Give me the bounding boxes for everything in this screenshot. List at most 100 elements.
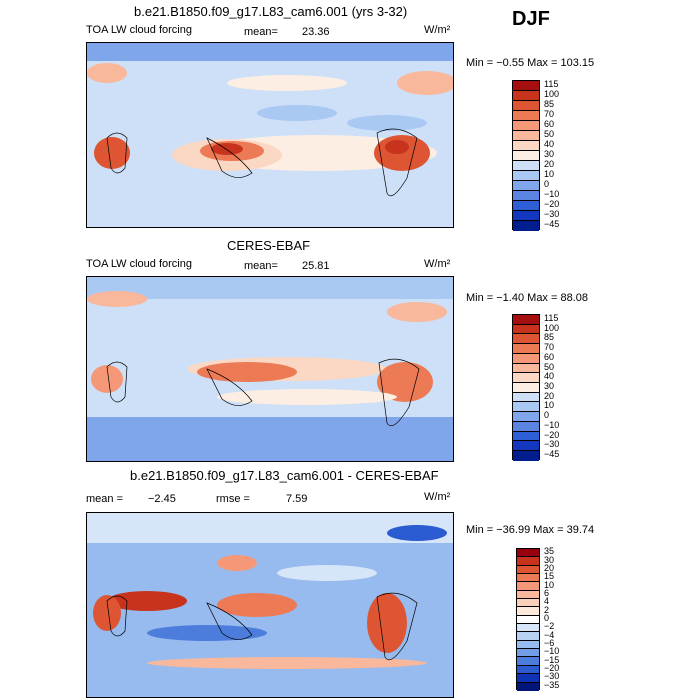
colorbar-swatch [513, 334, 539, 345]
mean-label: mean= [244, 260, 278, 272]
colorbar-swatch [513, 111, 539, 121]
colorbar-swatch [513, 324, 539, 335]
colorbar-tick-label: −35 [544, 679, 560, 690]
colorbar-swatch [517, 674, 539, 683]
colorbar-tick-label: 50 [544, 361, 555, 372]
colorbar-diff [516, 548, 540, 691]
colorbar-swatch [513, 201, 539, 211]
colorbar-swatch [513, 191, 539, 201]
map-obs [86, 276, 454, 462]
mean-value: 23.36 [302, 26, 330, 38]
colorbar-tick-label: 115 [544, 312, 559, 323]
colorbar-swatch [517, 665, 539, 675]
colorbar-tick-label: −6 [544, 638, 555, 649]
contour-map [87, 43, 453, 227]
colorbar-swatch [513, 363, 539, 374]
units-label: W/m² [424, 491, 451, 503]
colorbar-swatch [517, 549, 539, 558]
colorbar-swatch [513, 91, 539, 101]
colorbar-tick-label: 60 [544, 351, 555, 362]
colorbar-swatch [517, 599, 539, 608]
colorbar-tick-label: −30 [544, 671, 560, 682]
colorbar-tick-label: 20 [544, 390, 555, 401]
min-max-label: Min = −1.40 Max = 88.08 [466, 292, 588, 304]
field-label: TOA LW cloud forcing [86, 258, 192, 270]
rmse-label: rmse = [216, 493, 250, 505]
colorbar-model [512, 80, 540, 231]
rmse-value: 7.59 [286, 493, 308, 505]
colorbar-swatch [513, 402, 539, 413]
colorbar-tick-label: 4 [544, 596, 550, 607]
colorbar-tick-label: 100 [544, 89, 560, 99]
panel-title: b.e21.B1850.f09_g17.L83_cam6.001 - CERES… [130, 468, 439, 483]
colorbar-swatch [517, 649, 539, 658]
colorbar-swatch [517, 590, 539, 600]
colorbar-swatch [513, 383, 539, 393]
panel-title: CERES-EBAF [227, 238, 311, 253]
colorbar-tick-label: −30 [544, 439, 560, 450]
colorbar-swatch [513, 221, 539, 231]
contour-map [87, 513, 453, 697]
colorbar-tick-label: 70 [544, 342, 555, 353]
colorbar-swatch [513, 441, 539, 452]
map-model [86, 42, 454, 228]
season-label: DJF [512, 8, 550, 30]
colorbar-swatch [517, 574, 539, 583]
mean-label: mean= [244, 26, 278, 38]
panel-title: b.e21.B1850.f09_g17.L83_cam6.001 (yrs 3-… [134, 4, 408, 19]
min-max-label: Min = −36.99 Max = 39.74 [466, 524, 595, 536]
colorbar-swatch [513, 211, 539, 221]
colorbar-tick-label: 85 [544, 332, 555, 343]
colorbar-swatch [517, 557, 539, 566]
colorbar-tick-label: 0 [544, 179, 550, 189]
colorbar-obs [512, 314, 540, 461]
colorbar-tick-label: −30 [544, 209, 560, 219]
colorbar-tick-label: −15 [544, 654, 560, 665]
colorbar-tick-label: 40 [544, 371, 555, 382]
colorbar-tick-label: 2 [544, 604, 550, 615]
colorbar-swatch [513, 315, 539, 325]
units-label: W/m² [424, 24, 451, 36]
map-diff [86, 512, 454, 698]
colorbar-tick-label: 15 [544, 571, 555, 582]
colorbar-swatch [513, 431, 539, 442]
colorbar-tick-label: 20 [544, 562, 555, 573]
colorbar-tick-label: −10 [544, 646, 560, 657]
colorbar-swatch [513, 181, 539, 191]
colorbar-swatch [513, 131, 539, 141]
colorbar-swatch [513, 81, 539, 91]
colorbar-swatch [517, 640, 539, 650]
colorbar-tick-label: 10 [544, 169, 555, 179]
colorbar-swatch [513, 373, 539, 384]
colorbar-tick-label: −20 [544, 663, 560, 674]
colorbar-swatch [513, 151, 539, 161]
colorbar-tick-label: −10 [544, 419, 560, 430]
colorbar-tick-label: −10 [544, 189, 560, 199]
mean-value: 25.81 [302, 260, 330, 272]
colorbar-tick-label: 30 [544, 381, 555, 391]
colorbar-swatch [513, 161, 539, 171]
colorbar-swatch [517, 657, 539, 666]
colorbar-tick-label: −45 [544, 219, 560, 229]
colorbar-tick-label: 60 [544, 119, 555, 129]
colorbar-swatch [513, 451, 539, 461]
colorbar-swatch [517, 632, 539, 641]
colorbar-tick-label: 40 [544, 139, 555, 149]
colorbar-tick-label: −45 [544, 449, 560, 460]
colorbar-tick-label: 10 [544, 400, 555, 411]
colorbar-swatch [517, 582, 539, 591]
colorbar-swatch [513, 412, 539, 422]
colorbar-tick-label: 70 [544, 109, 555, 119]
min-max-label: Min = −0.55 Max = 103.15 [466, 57, 595, 69]
colorbar-tick-label: 0 [544, 410, 550, 421]
colorbar-tick-label: 85 [544, 99, 555, 109]
colorbar-tick-label: −2 [544, 621, 555, 632]
colorbar-tick-label: 0 [544, 613, 550, 623]
colorbar-tick-label: 100 [544, 322, 560, 333]
colorbar-swatch [513, 421, 539, 432]
colorbar-tick-label: −20 [544, 199, 560, 209]
colorbar-swatch [513, 353, 539, 364]
colorbar-swatch [517, 607, 539, 616]
units-label: W/m² [424, 258, 451, 270]
colorbar-tick-label: 50 [544, 129, 555, 139]
